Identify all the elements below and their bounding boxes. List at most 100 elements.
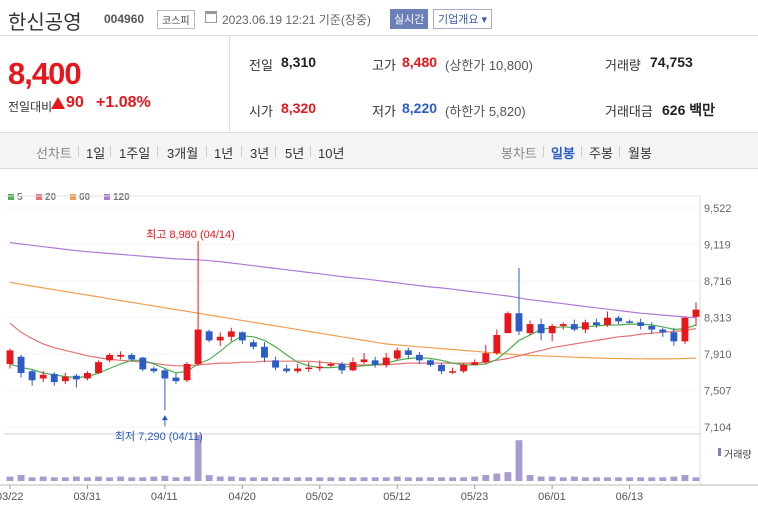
volume-bar [50,477,58,481]
calendar-icon [205,11,217,23]
candle-body [449,371,457,373]
candle-body [692,309,700,317]
period-toolbar: 선차트 1일 1주일 3개월 1년 3년 5년 10년 봉차트 일봉 주봉 월봉 [0,133,758,169]
legend-ma60-swatch [70,194,76,200]
candle-body [84,373,91,379]
volume-bar [360,477,368,481]
candle-body [50,373,58,383]
volume-bar [238,477,246,481]
candle-body [659,329,667,333]
change-percent: +1.08% [96,94,151,111]
candlestick-chart[interactable]: 9,522 9,119 8,716 8,313 7,910 7,507 7,104 03/22… [0,169,758,515]
period-5y[interactable]: 5년 [285,146,305,161]
company-overview-dropdown[interactable]: 기업개요 ▾ [433,9,493,29]
candle-body [460,364,468,372]
candle-weekly[interactable]: 주봉 [589,146,613,161]
candle-body [72,375,80,380]
period-3m[interactable]: 3개월 [167,146,199,161]
volume-bar [526,475,534,481]
candle-body [61,376,69,382]
candle-body [261,346,268,358]
x-tick-label: 05/23 [461,491,489,503]
line-chart-label[interactable]: 선차트 [36,146,72,161]
volume-bar [504,472,512,481]
up-arrow-icon [51,97,65,109]
volume-bar [61,477,69,481]
candle-body [493,334,501,354]
period-1w[interactable]: 1주일 [119,146,151,161]
market-badge: 코스피 [157,10,195,29]
candle-body [349,362,357,371]
high-label: 고가 [372,58,396,73]
candle-monthly[interactable]: 월봉 [628,146,652,161]
volume-bar [471,476,479,481]
current-price: 8,400 [8,56,82,91]
candle-body [327,363,335,366]
separator [581,146,582,157]
low-annotation: 최저 7,290 (04/11) [115,430,203,443]
period-10y[interactable]: 10년 [318,146,345,161]
volume-label: 거래량 [605,58,641,73]
realtime-button[interactable]: 실시간 [390,9,429,29]
volume-bar [316,477,324,481]
volume-bar [227,476,235,481]
volume-bar [6,476,14,481]
candle-body [382,357,390,365]
volume-bar [648,477,656,481]
candle-body [95,362,102,374]
volume-bar [28,477,36,481]
x-tick-label: 03/31 [73,491,101,503]
volume-bar [216,476,224,481]
candle-body [305,367,313,370]
y-tick-label: 7,910 [704,349,732,361]
volume-bar [294,477,302,481]
legend-ma5-swatch [8,194,14,200]
volume-bar [427,477,434,481]
volume-bar [537,476,545,481]
volume-bar [548,476,556,481]
period-1y[interactable]: 1년 [214,146,234,161]
candle-body [670,332,678,342]
candle-body [548,325,556,334]
x-tick-label: 04/11 [151,491,178,503]
x-tick-label: 05/02 [306,491,334,503]
low-annotation-arrow [161,415,168,421]
candle-body [249,342,257,347]
volume-bar [692,477,700,481]
separator [619,146,620,157]
candle-body [681,317,689,342]
volume-bar [205,475,213,481]
candle-chart-label[interactable]: 봉차트 [501,146,537,161]
stock-code: 004960 [104,12,145,26]
low-label: 저가 [372,104,396,119]
high-value: 8,480 [402,54,438,70]
candle-body [637,322,645,326]
volume-bar [106,477,114,481]
volume-bar [128,477,136,481]
period-3y[interactable]: 3년 [250,146,270,161]
volume-bar [161,475,169,481]
period-1d[interactable]: 1일 [86,146,106,161]
candle-body [294,368,302,372]
candle-body [283,368,291,372]
volume-legend-swatch [718,448,721,456]
amount-value: 626 백만 [662,102,716,118]
volume-bar [592,477,600,481]
volume-bar [183,476,191,481]
volume-bar [604,477,611,481]
change-label: 전일대비 [8,100,53,114]
candle-daily[interactable]: 일봉 [551,146,575,161]
upper-limit: (상한가 10,800) [445,58,533,73]
volume-bar [272,477,279,481]
price-summary: 8,400 전일대비 90 +1.08% 전일 8,310 시가 8,320 고… [0,36,758,133]
y-tick-label: 9,119 [704,240,731,252]
volume-bar [659,477,667,481]
candle-body [6,350,14,364]
legend-ma20: 20 [45,192,57,203]
candle-body [39,374,47,379]
volume-bar [581,477,589,481]
candle-body [205,331,213,341]
candle-body [604,317,611,326]
volume-bar [17,475,25,481]
candle-body [238,332,246,341]
